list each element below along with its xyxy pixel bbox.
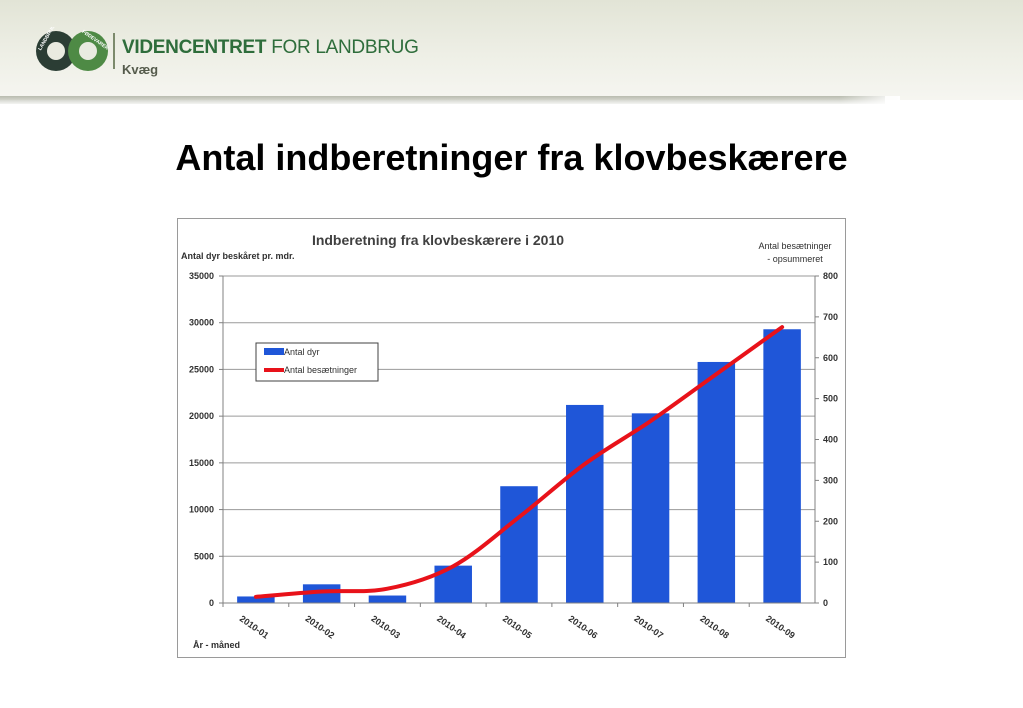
header-fade xyxy=(840,96,900,104)
y-tick-label: 5000 xyxy=(194,551,214,561)
y-tick-label: 10000 xyxy=(189,505,214,515)
y2-axis-label-line1: Antal besætninger xyxy=(758,241,831,251)
x-tick-label: 2010-09 xyxy=(764,613,797,640)
y2-tick-label: 200 xyxy=(823,516,838,526)
legend-layer: Antal dyr Antal besætninger xyxy=(255,342,379,382)
y2-tick-label: 400 xyxy=(823,435,838,445)
x-tick-label: 2010-08 xyxy=(698,613,731,640)
y2-tick-label: 500 xyxy=(823,394,838,404)
y2-tick-label: 0 xyxy=(823,598,828,608)
logo-left-inner xyxy=(47,42,65,60)
y-tick-label: 30000 xyxy=(189,318,214,328)
y2-axis-label-line2: - opsummeret xyxy=(767,254,823,264)
x-tick-label: 2010-03 xyxy=(369,613,402,640)
y2-tick-label: 100 xyxy=(823,557,838,567)
y2-tick-label: 800 xyxy=(823,271,838,281)
x-axis-label: År - måned xyxy=(193,640,240,650)
header-band xyxy=(0,0,1023,100)
axis-layer xyxy=(219,275,819,607)
legend-label-line: Antal besætninger xyxy=(284,365,357,375)
company-logo: LANDBRUG FØDEVARER xyxy=(36,27,110,71)
brand-name-bold: VIDENCENTRET xyxy=(122,37,267,58)
page-title: Antal indberetninger fra klovbeskærere xyxy=(175,137,848,178)
y2-tick-label: 700 xyxy=(823,312,838,322)
brand-name-light: FOR LANDBRUG xyxy=(271,37,419,58)
bar xyxy=(697,361,736,603)
x-tick-label: 2010-01 xyxy=(238,613,271,640)
bar xyxy=(500,486,538,603)
logo-divider xyxy=(113,33,115,69)
brand-name: VIDENCENTRET FOR LANDBRUG xyxy=(122,37,419,59)
y-tick-label: 25000 xyxy=(189,364,214,374)
legend-swatch-bar xyxy=(264,348,284,355)
x-tick-label: 2010-06 xyxy=(567,613,600,640)
y-tick-label: 15000 xyxy=(189,458,214,468)
bar xyxy=(631,413,670,603)
x-tick-label: 2010-05 xyxy=(501,613,534,640)
chart-frame: Indberetning fra klovbeskærere i 2010 Ant… xyxy=(177,218,846,658)
bar xyxy=(237,596,275,603)
y-axis-label: Antal dyr beskåret pr. mdr. xyxy=(181,251,295,261)
line-layer xyxy=(253,325,785,599)
x-tick-label: 2010-04 xyxy=(435,613,468,640)
bar xyxy=(763,329,801,603)
y-tick-label: 20000 xyxy=(189,411,214,421)
x-tick-label: 2010-02 xyxy=(304,613,337,640)
y-tick-label: 0 xyxy=(209,598,214,608)
bar xyxy=(566,404,604,603)
bar xyxy=(368,595,407,603)
logo-right-inner xyxy=(79,42,97,60)
brand-subtitle: Kvæg xyxy=(122,62,159,77)
y2-tick-label: 300 xyxy=(823,475,838,485)
y-tick-label: 35000 xyxy=(189,271,214,281)
y2-tick-label: 600 xyxy=(823,353,838,363)
legend-label-bar: Antal dyr xyxy=(284,347,320,357)
chart: Indberetning fra klovbeskærere i 2010 Ant… xyxy=(181,232,838,650)
x-tick-label: 2010-07 xyxy=(632,613,665,640)
bar xyxy=(302,584,341,603)
header-shadow xyxy=(0,96,885,104)
bar-layer xyxy=(237,329,801,603)
chart-title: Indberetning fra klovbeskærere i 2010 xyxy=(312,232,564,248)
